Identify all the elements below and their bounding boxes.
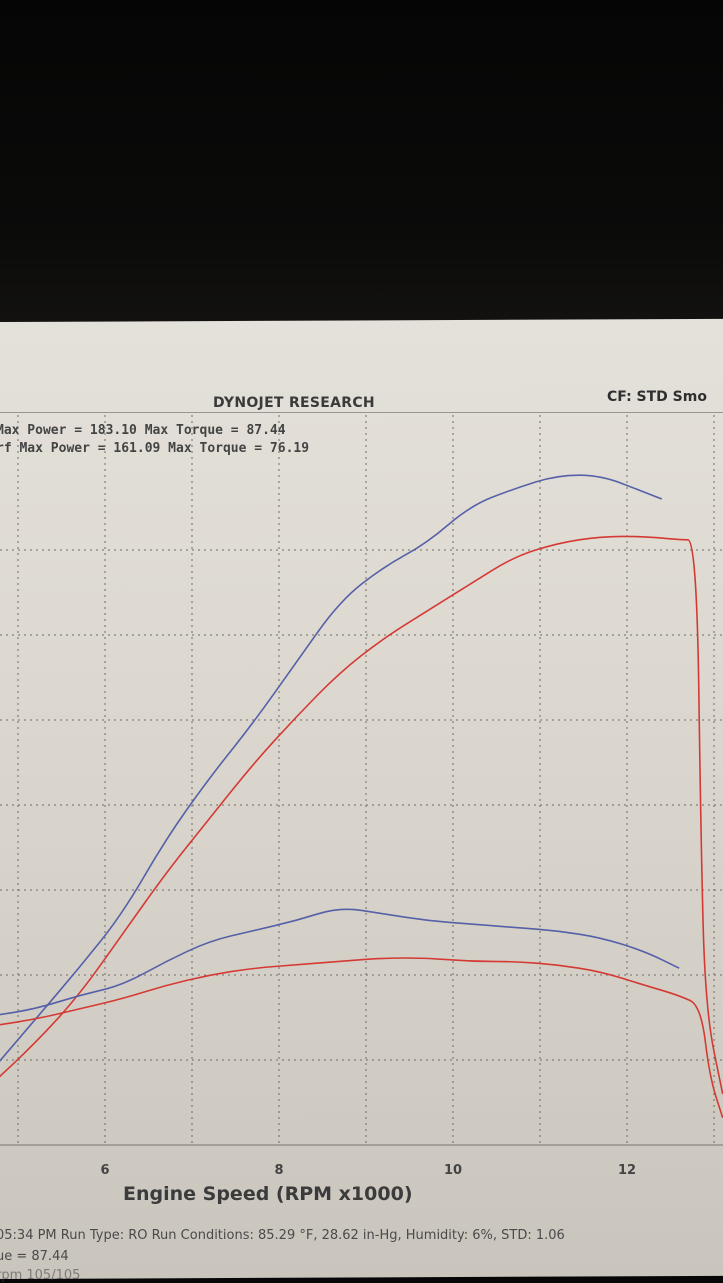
x-tick-label: 6 bbox=[100, 1163, 109, 1178]
x-tick-label: 12 bbox=[618, 1163, 636, 1178]
x-tick-label: 8 bbox=[274, 1163, 283, 1178]
dark-backdrop bbox=[0, 0, 723, 340]
power-curve-red bbox=[0, 535, 723, 1095]
header-divider bbox=[0, 412, 723, 413]
correction-factor-label: CF: STD Smo bbox=[607, 389, 707, 405]
chart-grid bbox=[0, 415, 723, 1146]
torque-curve-red bbox=[0, 957, 723, 1119]
max-values-line-1: Max Power = 183.10 Max Torque = 87.44 bbox=[0, 423, 286, 438]
chart-curves bbox=[0, 474, 723, 1119]
x-axis-label: Engine Speed (RPM x1000) bbox=[123, 1183, 413, 1205]
x-axis-ticks: 6 8 10 12 bbox=[100, 1163, 636, 1178]
power-curve-blue bbox=[0, 474, 663, 1062]
chart-header-title: DYNOJET RESEARCH bbox=[213, 395, 375, 411]
max-values-line-2: rf Max Power = 161.09 Max Torque = 76.19 bbox=[0, 441, 310, 456]
torque-curve-blue bbox=[0, 908, 680, 1016]
footer-cut-off-line: rpm 105/105 bbox=[0, 1268, 81, 1283]
x-tick-label: 10 bbox=[444, 1163, 462, 1178]
run-conditions-line: 05:34 PM Run Type: RO Run Conditions: 85… bbox=[0, 1228, 565, 1243]
footer-partial-line: ue = 87.44 bbox=[0, 1249, 69, 1264]
